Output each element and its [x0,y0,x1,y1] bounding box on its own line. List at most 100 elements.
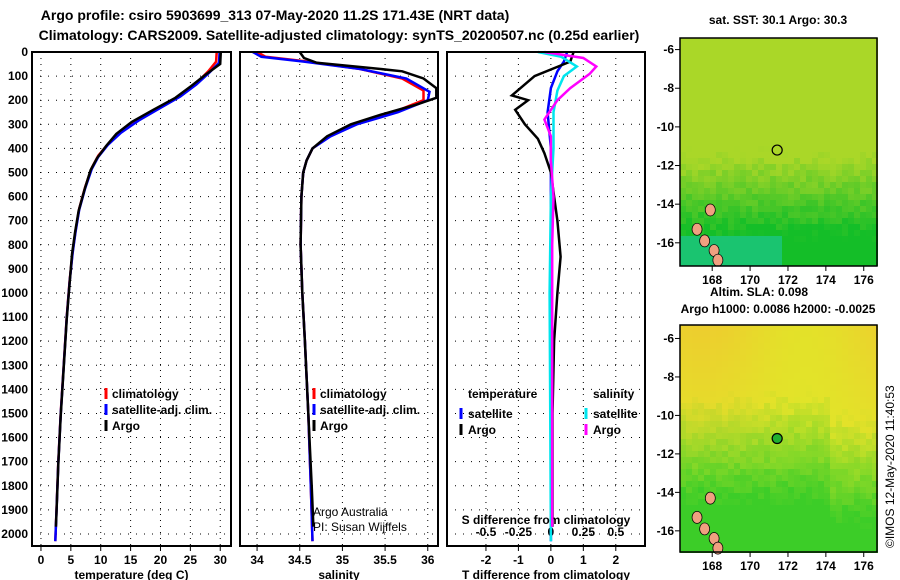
lon-tick-label: 172 [778,559,798,573]
map-cell [722,331,728,337]
map-cell [752,230,758,236]
map-cell [836,182,842,188]
map-cell [842,493,848,499]
map-cell [800,110,806,116]
map-cell [794,337,800,343]
map-cell [698,146,704,152]
map-cell [752,152,758,158]
map-cell [794,68,800,74]
map-cell [872,260,878,266]
map-cell [824,44,830,50]
map-cell [764,325,770,331]
map-cell [722,427,728,433]
map-cell [860,62,866,68]
map-cell [830,367,836,373]
map-cell [764,343,770,349]
map-cell [710,152,716,158]
map-cell [794,224,800,230]
map-cell [764,493,770,499]
map-cell [776,529,782,535]
map-cell [722,164,728,170]
map-cell [698,493,704,499]
map-cell [692,110,698,116]
map-cell [764,511,770,517]
map-cell [764,541,770,547]
map-cell [788,62,794,68]
map-cell [854,517,860,523]
map-cell [722,343,728,349]
map-cell [770,355,776,361]
map-cell [818,74,824,80]
map-cell [800,152,806,158]
island [704,491,716,505]
map-cell [686,427,692,433]
map-cell [818,451,824,457]
map-cell [782,122,788,128]
map-cell [716,104,722,110]
map-cell [824,523,830,529]
map-cell [746,541,752,547]
map-cell [776,194,782,200]
map-cell [716,469,722,475]
map-cell [764,158,770,164]
map-cell [752,367,758,373]
map-cell [872,349,878,355]
map-cell [776,68,782,74]
map-cell [836,176,842,182]
map-cell [680,439,686,445]
map-cell [680,463,686,469]
map-cell [824,391,830,397]
map-cell [782,391,788,397]
map-cell [686,158,692,164]
map-cell [740,104,746,110]
map-cell [860,427,866,433]
map-cell [842,116,848,122]
map-cell [704,547,710,553]
map-cell [728,463,734,469]
map-cell [818,152,824,158]
map-cell [806,104,812,110]
map-cell [758,98,764,104]
map-cell [830,463,836,469]
map-cell [734,385,740,391]
map-cell [872,451,878,457]
map-cell [752,158,758,164]
map-cell [812,439,818,445]
map-cell [704,511,710,517]
map-cell [848,493,854,499]
map-cell [764,397,770,403]
series-climatology [256,50,425,542]
map-cell [686,505,692,511]
map-cell [698,134,704,140]
map-cell [704,98,710,104]
map-cell [806,56,812,62]
map-cell [746,337,752,343]
map-cell [758,80,764,86]
map-cell [800,128,806,134]
map-cell [734,50,740,56]
map-cell [746,529,752,535]
map-cell [770,337,776,343]
map-cell [782,188,788,194]
map-cell [848,38,854,44]
map-cell [758,230,764,236]
map-cell [806,373,812,379]
map-cell [716,116,722,122]
map-cell [680,74,686,80]
map-cell [746,451,752,457]
map-cell [692,92,698,98]
map-cell [728,385,734,391]
map-cell [812,242,818,248]
map-cell [782,56,788,62]
x-tick-label: 34.5 [288,553,312,567]
map-cell [722,349,728,355]
map-cell [746,493,752,499]
map-cell [824,325,830,331]
map-cell [752,517,758,523]
map-cell [788,230,794,236]
map-cell [854,457,860,463]
map-cell [734,254,740,260]
map-cell [842,463,848,469]
